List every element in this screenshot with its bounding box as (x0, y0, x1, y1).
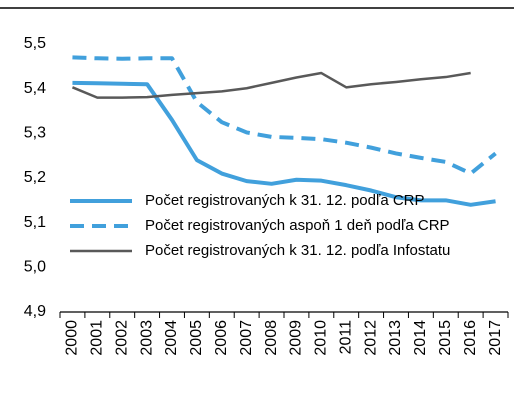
series-line (71, 71, 471, 99)
x-tick-label: 2000 (64, 320, 81, 356)
legend: Počet registrovaných k 31. 12. podľa CRP… (66, 192, 466, 267)
x-tick-label: 2003 (138, 320, 155, 356)
y-tick-label: 4,9 (24, 303, 46, 320)
x-tick-label: 2016 (462, 320, 479, 356)
x-tick-label: 2007 (238, 320, 255, 356)
x-tick-label: 2011 (337, 320, 354, 355)
x-tick-label: 2004 (163, 320, 180, 356)
x-tick-label: 2013 (387, 320, 404, 356)
series-line (72, 80, 496, 207)
legend-entry: Počet registrovaných k 31. 12. podľa CRP (66, 192, 465, 209)
y-tick-label: 5,5 (24, 35, 46, 52)
legend-label: Počet registrovaných k 31. 12. podľa CRP (145, 192, 425, 209)
x-tick-label: 2010 (313, 320, 330, 356)
x-tick-label: 2006 (213, 320, 230, 356)
x-tick-label: 2012 (362, 320, 379, 356)
x-tick-label: 2014 (412, 320, 429, 356)
legend-label: Počet registrovaných aspoň 1 deň podľa C… (145, 217, 450, 234)
y-tick-label: 5,4 (24, 80, 46, 97)
legend-label: Počet registrovaných k 31. 12. podľa Inf… (145, 242, 451, 259)
series-line (72, 55, 497, 176)
legend-entry: Počet registrovaných aspoň 1 deň podľa C… (66, 217, 465, 234)
x-tick-label: 2017 (487, 320, 504, 356)
x-tick-label: 2001 (89, 320, 106, 356)
y-tick-label: 5,0 (24, 259, 46, 276)
legend-swatch (70, 249, 132, 253)
y-tick-label: 5,1 (24, 214, 46, 231)
x-tick-label: 2009 (288, 320, 305, 356)
y-tick-label: 5,2 (24, 169, 46, 186)
legend-swatch (70, 199, 132, 203)
x-tick-label: 2005 (188, 320, 205, 356)
x-tick-label: 2015 (437, 320, 454, 356)
legend-swatch (70, 224, 132, 228)
legend-entry: Počet registrovaných k 31. 12. podľa Inf… (66, 242, 465, 259)
y-tick-label: 5,3 (24, 125, 46, 142)
x-tick-label: 2008 (263, 320, 280, 356)
x-tick-label: 2002 (113, 320, 130, 356)
